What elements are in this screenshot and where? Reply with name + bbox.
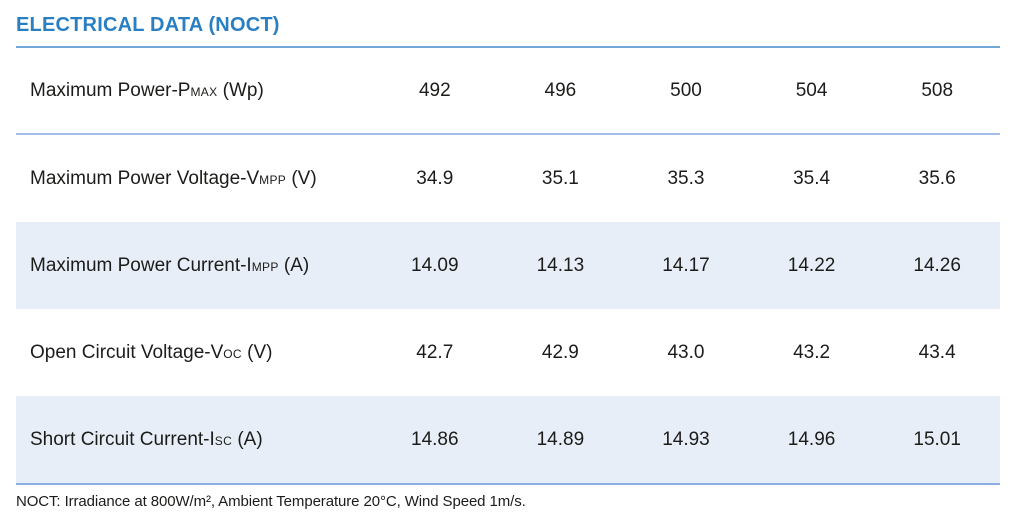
value-cell: 14.89 [536,428,585,450]
table-row: Open Circuit Voltage-VOC (V) 42.7 42.9 43.0… [16,309,1000,396]
parameter-label-subscript: SC [214,433,233,448]
value-cell: 34.9 [416,167,454,189]
parameter-label-subscript: MAX [190,84,218,99]
parameter-label-unit: (V) [241,341,273,363]
parameter-label-unit: (Wp) [217,79,264,101]
parameter-label-prefix: Maximum Power Current-I [30,254,252,276]
value-cell: 15.01 [913,428,961,450]
parameter-label-prefix: Short Circuit Current-I [30,428,215,450]
value-cell: 14.86 [411,428,459,450]
parameter-label: Maximum Power-PMAX (Wp) [16,80,372,102]
parameter-label: Open Circuit Voltage-VOC (V) [16,342,372,364]
value-cell: 43.4 [918,341,956,363]
electrical-data-table: Maximum Power-PMAX (Wp) 492 496 500 504 508 Ma… [16,48,1000,483]
table-row: Maximum Power Voltage-VMPP (V) 34.9 35.1 35… [16,135,1000,222]
value-cell: 14.13 [536,254,585,276]
parameter-label-unit: (V) [286,167,317,189]
value-cell: 508 [921,79,954,101]
value-cell: 42.7 [416,341,454,363]
value-cell: 14.22 [787,254,836,276]
section-title: ELECTRICAL DATA (NOCT) [16,14,280,36]
value-cell: 14.17 [662,254,710,276]
value-cell: 35.1 [541,167,579,189]
value-cell: 14.96 [787,428,836,450]
parameter-label-unit: (A) [232,428,263,450]
parameter-label-prefix: Maximum Power Voltage-V [30,167,260,189]
value-cell: 496 [544,79,577,101]
value-cell: 492 [418,79,451,101]
table-row: Maximum Power Current-IMPP (A) 14.09 14.13… [16,222,1000,309]
parameter-label-subscript: MPP [259,172,287,187]
parameter-label-prefix: Open Circuit Voltage-V [30,341,224,363]
value-cell: 35.4 [793,167,831,189]
value-cell: 35.3 [667,167,705,189]
value-cell: 14.26 [913,254,961,276]
table-bottom-rule [16,483,1000,485]
table-row: Maximum Power-PMAX (Wp) 492 496 500 504 508 [16,48,1000,135]
value-cell: 14.93 [662,428,710,450]
table-row: Short Circuit Current-ISC (A) 14.86 14.89 1… [16,396,1000,483]
value-cell: 35.6 [918,167,956,189]
value-cell: 43.2 [793,341,831,363]
noct-footnote: NOCT: Irradiance at 800W/m², Ambient Tem… [16,493,526,510]
value-cell: 504 [795,79,828,101]
value-cell: 43.0 [667,341,705,363]
value-cell: 14.09 [411,254,459,276]
parameter-label-unit: (A) [278,254,310,276]
parameter-label-prefix: Maximum Power-P [30,79,191,101]
parameter-label-subscript: OC [223,346,242,361]
parameter-label: Short Circuit Current-ISC (A) [16,429,372,451]
parameter-label: Maximum Power Current-IMPP (A) [16,255,372,277]
parameter-label: Maximum Power Voltage-VMPP (V) [16,168,372,190]
value-cell: 500 [670,79,702,101]
title-underline [16,46,1000,48]
value-cell: 42.9 [541,341,579,363]
parameter-label-subscript: MPP [251,259,279,274]
